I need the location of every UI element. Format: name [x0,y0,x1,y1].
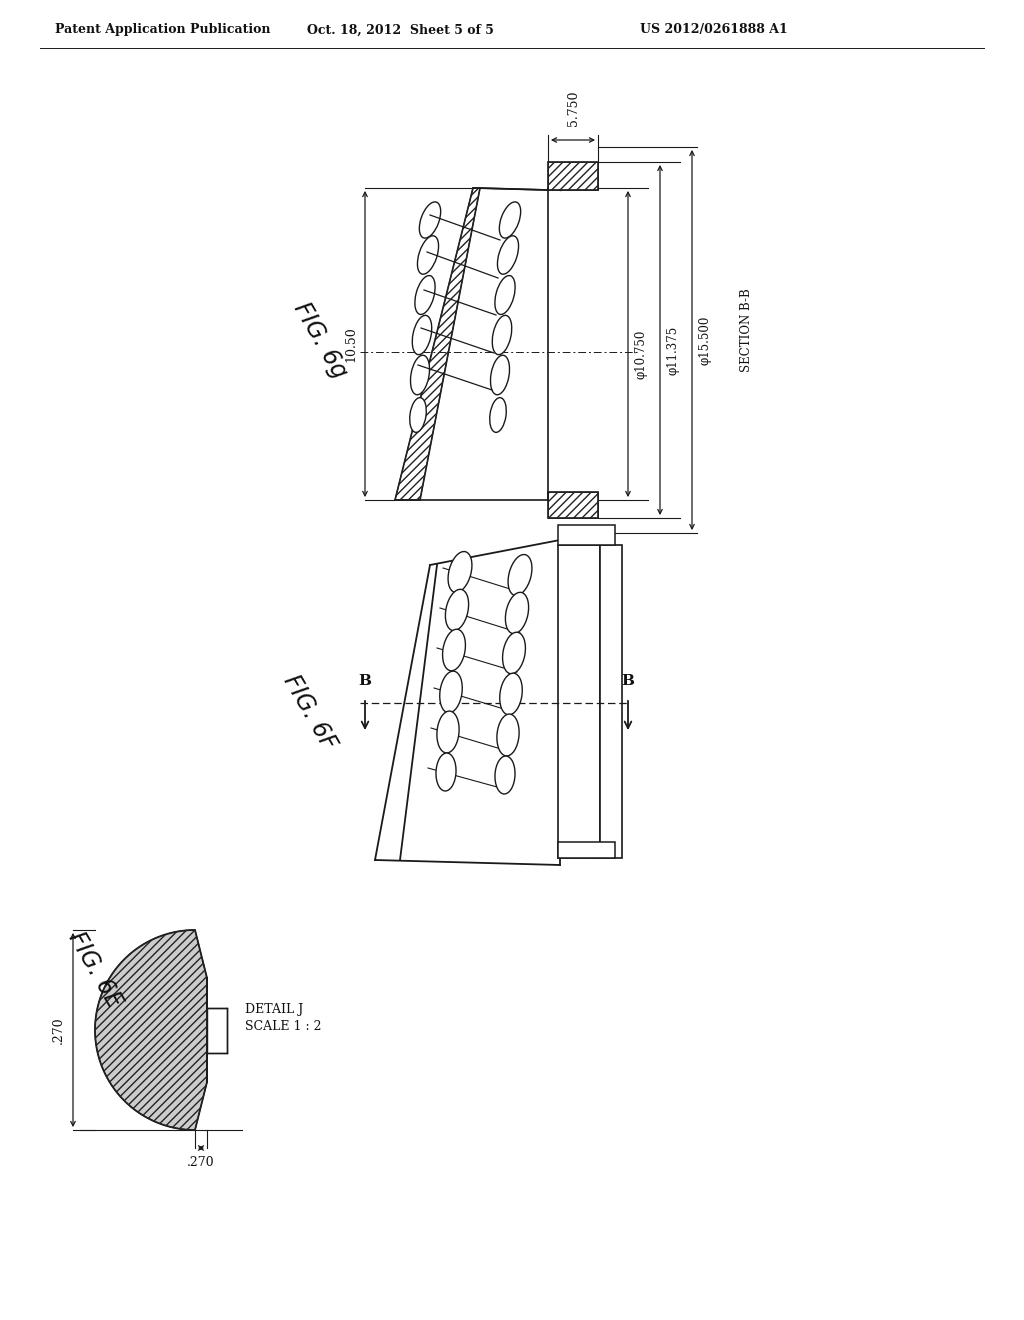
Polygon shape [600,545,622,858]
Text: FIG. 6g: FIG. 6g [289,298,351,383]
Text: DETAIL J: DETAIL J [245,1003,303,1016]
Ellipse shape [503,632,525,673]
Ellipse shape [411,355,429,395]
Text: .270: .270 [187,1156,215,1170]
Text: US 2012/0261888 A1: US 2012/0261888 A1 [640,24,787,37]
Ellipse shape [415,276,435,314]
Polygon shape [548,492,598,517]
Polygon shape [420,187,548,500]
Text: FIG. 6E: FIG. 6E [63,928,126,1012]
Ellipse shape [445,589,469,631]
Text: φ10.750: φ10.750 [634,329,647,379]
Ellipse shape [497,714,519,756]
Polygon shape [558,525,615,545]
Text: φ11.375: φ11.375 [666,325,679,375]
Ellipse shape [490,355,510,395]
Ellipse shape [420,202,440,238]
Ellipse shape [500,673,522,715]
Text: B: B [622,675,635,688]
Polygon shape [95,931,207,1130]
Ellipse shape [410,397,426,433]
Text: SCALE 1 : 2: SCALE 1 : 2 [245,1019,322,1032]
Ellipse shape [508,554,531,595]
Ellipse shape [493,315,512,355]
Ellipse shape [418,236,438,275]
Text: φ15.500: φ15.500 [698,315,711,364]
Ellipse shape [506,593,528,634]
Ellipse shape [449,552,472,593]
Ellipse shape [498,236,518,275]
Ellipse shape [442,630,466,671]
Ellipse shape [495,756,515,795]
Ellipse shape [413,315,432,355]
Text: Oct. 18, 2012  Sheet 5 of 5: Oct. 18, 2012 Sheet 5 of 5 [306,24,494,37]
Text: 5.750: 5.750 [566,91,580,125]
Ellipse shape [436,752,456,791]
Polygon shape [558,842,615,858]
Polygon shape [207,1007,227,1052]
Text: Patent Application Publication: Patent Application Publication [55,24,270,37]
Text: 10.50: 10.50 [344,326,357,362]
Ellipse shape [439,671,462,713]
Ellipse shape [437,711,459,752]
Ellipse shape [495,276,515,314]
Text: .270: .270 [52,1016,65,1044]
Polygon shape [548,162,598,190]
Polygon shape [558,545,600,858]
Ellipse shape [500,202,520,238]
Text: B: B [358,675,372,688]
Text: SECTION B-B: SECTION B-B [740,288,753,372]
Polygon shape [395,187,480,500]
Ellipse shape [489,397,506,433]
Text: FIG. 6F: FIG. 6F [279,671,341,754]
